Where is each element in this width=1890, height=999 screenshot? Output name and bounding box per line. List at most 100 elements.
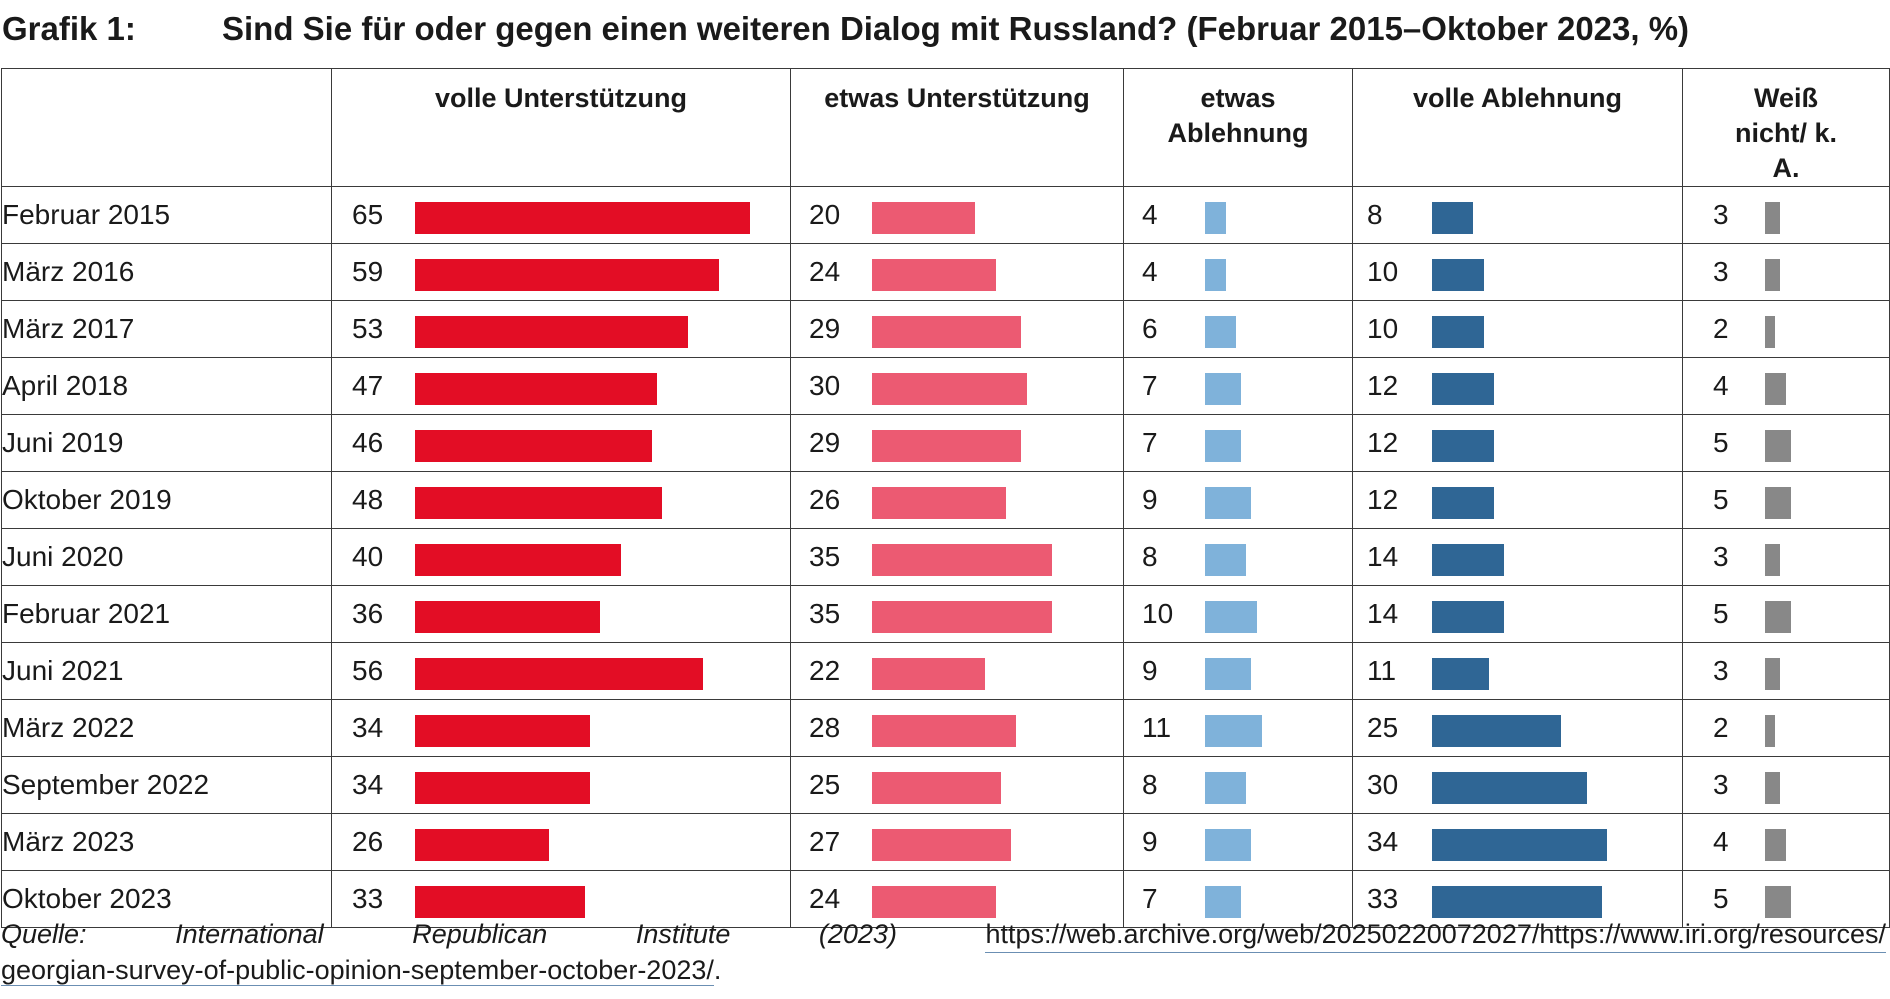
data-cell: 65: [331, 186, 791, 244]
table-body: Februar 2015 65 20 4 8 3 März 2016 59 24 4 10 3 März…: [1, 186, 1890, 928]
data-cell: 3: [1682, 642, 1890, 700]
table-row: Juni 2020 40 35 8 14 3: [1, 528, 1890, 586]
header-series-3: volle Ablehnung: [1352, 68, 1683, 187]
data-cell: 48: [331, 471, 791, 529]
source-word: Quelle:: [1, 919, 87, 949]
table-row: Februar 2021 36 35 10 14 5: [1, 585, 1890, 643]
data-cell: 5: [1682, 414, 1890, 472]
data-label: 34: [352, 769, 384, 800]
data-cell: 7: [1123, 870, 1353, 928]
data-cell: 3: [1682, 528, 1890, 586]
data-cell: 20: [790, 186, 1124, 244]
bar-2: [1205, 829, 1252, 861]
table-row: Oktober 2019 48 26 9 12 5: [1, 471, 1890, 529]
bar-1: [872, 544, 1053, 576]
data-label: 5: [1713, 883, 1729, 914]
data-cell: 9: [1123, 813, 1353, 871]
bar-1: [872, 772, 1001, 804]
data-label: 33: [1367, 883, 1399, 914]
data-label: 28: [809, 712, 841, 743]
data-cell: 7: [1123, 414, 1353, 472]
data-label: 29: [809, 427, 841, 458]
table-row: April 2018 47 30 7 12 4: [1, 357, 1890, 415]
bar-3: [1432, 601, 1505, 633]
source-link-part2[interactable]: georgian-survey-of-public-opinion-septem…: [1, 955, 714, 986]
data-label: 26: [809, 484, 841, 515]
bar-4: [1765, 544, 1781, 576]
data-label: 3: [1713, 655, 1729, 686]
data-label: 35: [809, 541, 841, 572]
bar-4: [1765, 259, 1781, 291]
data-label: 24: [809, 883, 841, 914]
data-cell: 4: [1682, 813, 1890, 871]
bar-3: [1432, 259, 1484, 291]
data-cell: 5: [1682, 471, 1890, 529]
bar-3: [1432, 772, 1587, 804]
row-label: Oktober 2019: [1, 471, 332, 529]
header-series-2: etwas Ablehnung: [1123, 68, 1353, 187]
data-cell: 22: [790, 642, 1124, 700]
table-row: Juni 2021 56 22 9 11 3: [1, 642, 1890, 700]
data-cell: 11: [1352, 642, 1683, 700]
bar-4: [1765, 658, 1781, 690]
data-label: 5: [1713, 598, 1729, 629]
data-label: 2: [1713, 313, 1729, 344]
data-cell: 4: [1123, 186, 1353, 244]
bar-0: [415, 658, 704, 690]
data-cell: 35: [790, 528, 1124, 586]
table-row: Juni 2019 46 29 7 12 5: [1, 414, 1890, 472]
data-label: 34: [1367, 826, 1399, 857]
data-label: 8: [1142, 769, 1158, 800]
bar-2: [1205, 316, 1236, 348]
data-cell: 8: [1123, 756, 1353, 814]
data-label: 8: [1142, 541, 1158, 572]
data-label: 36: [352, 598, 384, 629]
data-cell: 10: [1352, 300, 1683, 358]
data-label: 10: [1367, 256, 1399, 287]
data-label: 6: [1142, 313, 1158, 344]
data-cell: 59: [331, 243, 791, 301]
data-label: 3: [1713, 769, 1729, 800]
data-cell: 25: [1352, 699, 1683, 757]
data-cell: 3: [1682, 756, 1890, 814]
data-label: 34: [352, 712, 384, 743]
data-cell: 3: [1682, 186, 1890, 244]
row-label: Oktober 2023: [1, 870, 332, 928]
bar-0: [415, 829, 549, 861]
data-cell: 2: [1682, 699, 1890, 757]
data-label: 56: [352, 655, 384, 686]
bar-2: [1205, 886, 1242, 918]
table-row: März 2016 59 24 4 10 3: [1, 243, 1890, 301]
data-label: 30: [809, 370, 841, 401]
data-label: 24: [809, 256, 841, 287]
data-label: 9: [1142, 826, 1158, 857]
data-cell: 34: [331, 756, 791, 814]
row-label: April 2018: [1, 357, 332, 415]
row-label: März 2017: [1, 300, 332, 358]
row-label: März 2023: [1, 813, 332, 871]
row-label: Juni 2019: [1, 414, 332, 472]
data-cell: 46: [331, 414, 791, 472]
bar-1: [872, 715, 1017, 747]
data-label: 7: [1142, 370, 1158, 401]
source-link-part1[interactable]: https://web.archive.org/web/202502200720…: [985, 917, 1886, 953]
data-label: 11: [1367, 655, 1397, 686]
bar-4: [1765, 430, 1791, 462]
row-label: September 2022: [1, 756, 332, 814]
bar-1: [872, 259, 996, 291]
data-cell: 53: [331, 300, 791, 358]
bar-3: [1432, 658, 1489, 690]
data-cell: 6: [1123, 300, 1353, 358]
data-label: 14: [1367, 598, 1399, 629]
table-row: September 2022 34 25 8 30 3: [1, 756, 1890, 814]
data-cell: 7: [1123, 357, 1353, 415]
data-cell: 47: [331, 357, 791, 415]
bar-1: [872, 373, 1027, 405]
data-label: 12: [1367, 370, 1399, 401]
source-note: Quelle: International Republican Institu…: [1, 917, 1886, 988]
data-label: 5: [1713, 484, 1729, 515]
bar-0: [415, 487, 663, 519]
bar-0: [415, 202, 750, 234]
data-label: 25: [809, 769, 841, 800]
bar-3: [1432, 430, 1494, 462]
